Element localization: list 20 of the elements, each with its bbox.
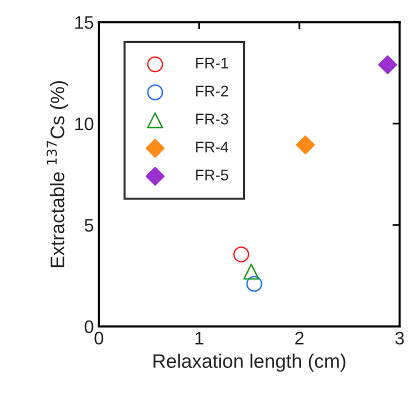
- x-axis-title: Relaxation length (cm): [154, 354, 346, 372]
- legend-label: FR-2: [196, 86, 228, 96]
- y-tick-label: 5: [84, 219, 94, 232]
- point: [246, 276, 262, 292]
- legend-label: FR-1: [196, 58, 228, 68]
- x-tick-label: 1: [195, 332, 204, 344]
- legend-label: FR-3: [196, 114, 228, 124]
- legend-label: FR-5: [196, 170, 228, 180]
- y-tick-label: 0: [84, 320, 94, 334]
- x-tick-label: 2: [295, 332, 304, 344]
- point: [233, 246, 250, 262]
- legend-label: FR-4: [196, 142, 228, 152]
- y-tick-label: 15: [75, 16, 94, 29]
- point: [243, 264, 260, 280]
- point: [378, 55, 398, 74]
- y-axis-title: Extractable $^{137}$Cs (%): [46, 81, 68, 268]
- point: [296, 135, 315, 154]
- y-tick-label: 10: [75, 118, 94, 130]
- x-tick-label: 3: [395, 332, 404, 345]
- x-tick-label: 0: [94, 332, 104, 345]
